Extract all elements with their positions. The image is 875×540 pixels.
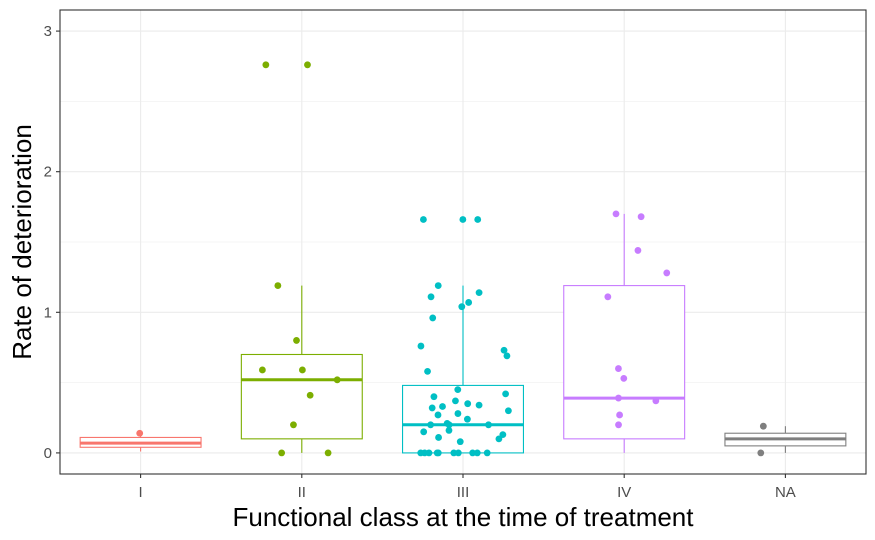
data-point <box>417 342 425 350</box>
data-point <box>304 61 311 69</box>
data-point <box>434 411 442 419</box>
data-point <box>445 427 453 434</box>
data-point <box>475 289 483 297</box>
x-tick-label: II <box>298 484 306 501</box>
data-point <box>298 366 306 374</box>
data-point <box>324 449 332 457</box>
data-point <box>417 449 425 457</box>
data-point <box>430 393 438 401</box>
data-point <box>615 421 622 429</box>
y-tick-label: 2 <box>44 164 52 181</box>
data-point <box>258 366 266 374</box>
data-point <box>469 449 477 457</box>
data-point <box>463 415 471 423</box>
data-point <box>420 428 428 436</box>
data-point <box>500 346 508 354</box>
data-point <box>634 247 642 254</box>
data-point <box>483 449 491 457</box>
y-tick-label: 3 <box>44 23 52 40</box>
x-tick-label: IV <box>617 484 631 501</box>
data-point <box>637 213 645 221</box>
data-point <box>456 438 464 446</box>
data-point <box>464 400 472 408</box>
y-tick-label: 0 <box>44 445 52 462</box>
data-point <box>454 386 462 394</box>
data-point <box>465 299 473 306</box>
data-point <box>459 216 467 223</box>
x-tick-label: III <box>457 484 470 501</box>
data-point <box>495 435 503 443</box>
data-point <box>278 449 286 457</box>
boxes-layer <box>79 213 847 454</box>
y-tick-label: 1 <box>44 304 52 321</box>
data-point <box>452 397 459 405</box>
data-point <box>615 365 622 372</box>
data-point <box>420 216 427 223</box>
data-point <box>663 269 671 277</box>
data-point <box>473 449 481 457</box>
data-point <box>620 374 628 382</box>
data-point <box>293 337 300 344</box>
data-point <box>445 421 453 429</box>
box <box>563 285 686 440</box>
data-point <box>759 422 767 430</box>
data-point <box>505 407 512 415</box>
data-point <box>428 404 436 412</box>
data-point <box>604 293 612 301</box>
data-point <box>434 282 442 289</box>
data-point <box>427 421 435 429</box>
data-point <box>427 293 435 301</box>
y-axis-title: Rate of deterioration <box>7 124 37 360</box>
data-point <box>262 61 270 69</box>
data-point <box>485 421 492 429</box>
data-point <box>458 303 466 311</box>
data-point <box>757 449 765 457</box>
data-point <box>433 449 441 457</box>
data-point <box>333 376 341 384</box>
data-point <box>474 216 482 223</box>
data-point <box>435 434 442 441</box>
x-tick-label: NA <box>775 484 796 501</box>
data-point <box>616 411 623 419</box>
x-axis-title: Functional class at the time of treatmen… <box>233 502 695 532</box>
data-point <box>612 210 620 218</box>
x-tick-label: I <box>139 484 143 501</box>
data-point <box>424 367 431 375</box>
data-point <box>290 421 297 429</box>
data-point <box>136 429 144 437</box>
data-point <box>454 449 462 457</box>
data-point <box>615 394 622 402</box>
data-point <box>652 397 660 405</box>
data-point <box>439 403 446 410</box>
data-point <box>475 401 483 409</box>
data-point <box>454 410 462 417</box>
data-point <box>502 390 510 398</box>
data-point <box>429 314 437 322</box>
data-point <box>274 282 282 289</box>
data-point <box>306 391 314 399</box>
points-layer <box>136 61 767 457</box>
data-point <box>503 352 511 360</box>
